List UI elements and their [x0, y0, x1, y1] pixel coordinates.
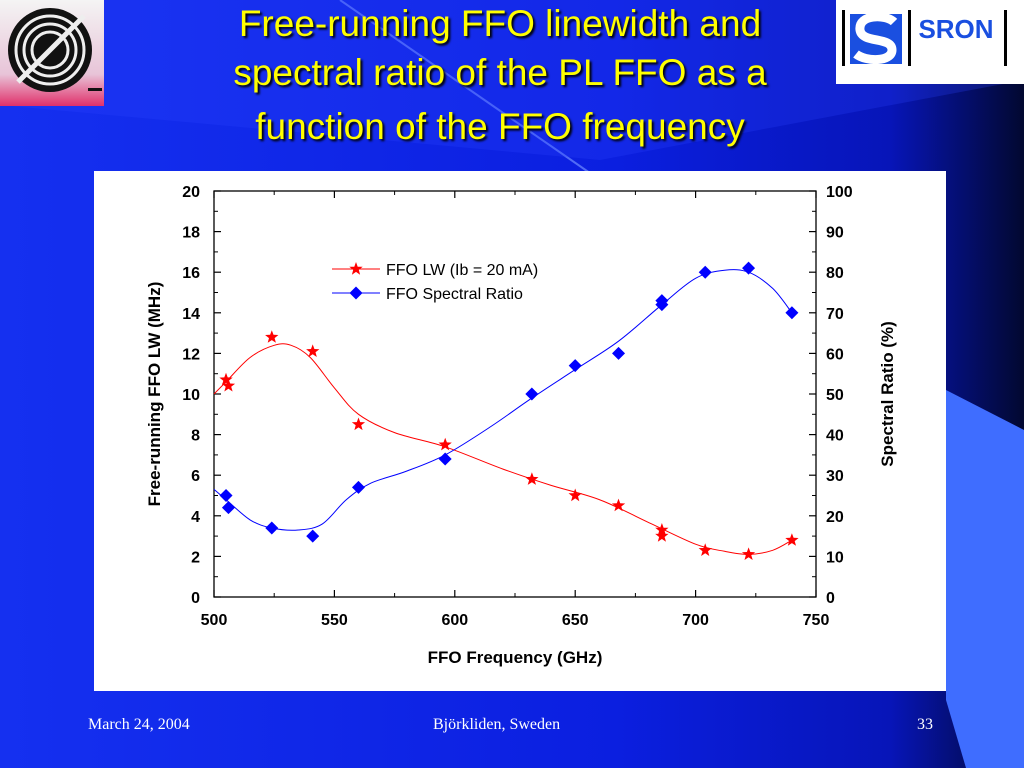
y-tick-label: 14 [182, 306, 200, 323]
y2-tick-label: 30 [826, 468, 844, 485]
spectral-diamond-point [785, 306, 799, 320]
lw-star-point [438, 437, 452, 451]
y-tick-label: 4 [191, 509, 200, 526]
ipm-logo [0, 0, 104, 106]
y2-tick-label: 50 [826, 387, 844, 404]
y-tick-label: 18 [182, 225, 200, 242]
lw-star-point [219, 372, 233, 386]
y-tick-label: 8 [191, 428, 200, 445]
sron-logo-text: SRON [918, 14, 993, 44]
chart: 500 550 600 650 700 750 0 2 4 6 8 10 12 14 16 18 20 0 10… [145, 184, 897, 667]
fit-line-1 [213, 343, 793, 555]
y2-tick-label: 0 [826, 590, 835, 607]
plot-frame [213, 190, 817, 598]
x-tick-label: 650 [562, 612, 589, 629]
y2-tick-label: 20 [826, 509, 844, 526]
legend: FFO LW (Ib = 20 mA) FFO Spectral Ratio [332, 262, 538, 303]
spectral-diamond-point [219, 489, 233, 502]
legend-star-marker [349, 262, 363, 275]
lw-star-point [265, 330, 279, 343]
spectral-diamond-point [698, 265, 712, 279]
y2-tick-label: 60 [826, 346, 844, 363]
decor-shape-right [946, 390, 1024, 768]
y-tick-label: 6 [191, 468, 200, 485]
lw-star-point [306, 344, 320, 357]
slide-title-line-3: function of the FFO frequency [255, 106, 745, 147]
lw-star-point [525, 472, 539, 485]
lw-star-point [655, 529, 669, 542]
spectral-diamond-point [438, 452, 452, 466]
y-tick-label: 10 [182, 387, 200, 404]
y2-tick-label: 90 [826, 225, 844, 242]
ipm-logo-icon [0, 0, 104, 106]
lw-star-point [568, 488, 582, 502]
decor-line [339, 0, 601, 181]
y-axis-right: 0 10 20 30 40 50 60 70 80 90 100 [809, 184, 853, 607]
lw-star-point [351, 417, 366, 431]
sron-logo: SRON [836, 0, 1024, 84]
legend-label-1: FFO LW (Ib = 20 mA) [386, 262, 538, 279]
spectral-diamond-point [265, 521, 279, 535]
spectral-diamond-point [742, 261, 756, 275]
y-axis-label-left: Free-running FFO LW (MHz) [145, 282, 164, 507]
y-tick-label: 12 [182, 346, 200, 363]
lw-star-point [221, 378, 236, 392]
x-axis: 500 550 600 650 700 750 [201, 191, 830, 629]
x-tick-label: 750 [803, 612, 830, 629]
lw-star-point [611, 498, 626, 512]
y2-tick-label: 80 [826, 265, 844, 282]
lw-star-point [785, 533, 799, 546]
y2-tick-label: 70 [826, 306, 844, 323]
x-tick-label: 550 [321, 612, 348, 629]
spectral-diamond-point [612, 346, 626, 360]
y-axis-label-right: Spectral Ratio (%) [878, 321, 897, 466]
y2-tick-label: 10 [826, 549, 844, 566]
y-tick-label: 2 [191, 549, 200, 566]
data-markers [219, 261, 799, 560]
fit-lines [213, 269, 793, 555]
spectral-diamond-point [306, 529, 320, 543]
y-tick-label: 16 [182, 265, 200, 282]
y-axis-left: 0 2 4 6 8 10 12 14 16 18 20 [182, 184, 221, 607]
x-tick-label: 700 [682, 612, 709, 629]
y-tick-label: 0 [191, 590, 200, 607]
chart-panel: 500 550 600 650 700 750 0 2 4 6 8 10 12 14 16 18 20 0 10… [94, 171, 946, 691]
spectral-diamond-point [568, 359, 582, 373]
spectral-diamond-point [525, 387, 539, 401]
y2-tick-label: 100 [826, 184, 853, 201]
lw-star-point [698, 543, 712, 556]
footer-page-number: 33 [917, 716, 933, 733]
spectral-diamond-point [221, 501, 235, 515]
sron-logo-icon: SRON [836, 0, 1024, 84]
lw-star-point [741, 547, 756, 560]
decor-band [0, 0, 1024, 160]
legend-diamond-marker [349, 286, 363, 300]
x-tick-label: 500 [201, 612, 228, 629]
legend-label-2: FFO Spectral Ratio [386, 286, 523, 303]
x-tick-label: 600 [441, 612, 468, 629]
y-tick-label: 20 [182, 184, 200, 201]
spectral-diamond-point [655, 298, 669, 312]
spectral-diamond-point [351, 480, 365, 494]
x-axis-label: FFO Frequency (GHz) [428, 648, 603, 667]
footer-place: Björkliden, Sweden [433, 716, 561, 733]
footer-date: March 24, 2004 [88, 716, 190, 733]
y2-tick-label: 40 [826, 428, 844, 445]
slide-title-line-2: spectral ratio of the PL FFO as a [233, 52, 767, 93]
fit-line-2 [213, 269, 793, 531]
slide-title-line-1: Free-running FFO linewidth and [238, 3, 762, 44]
